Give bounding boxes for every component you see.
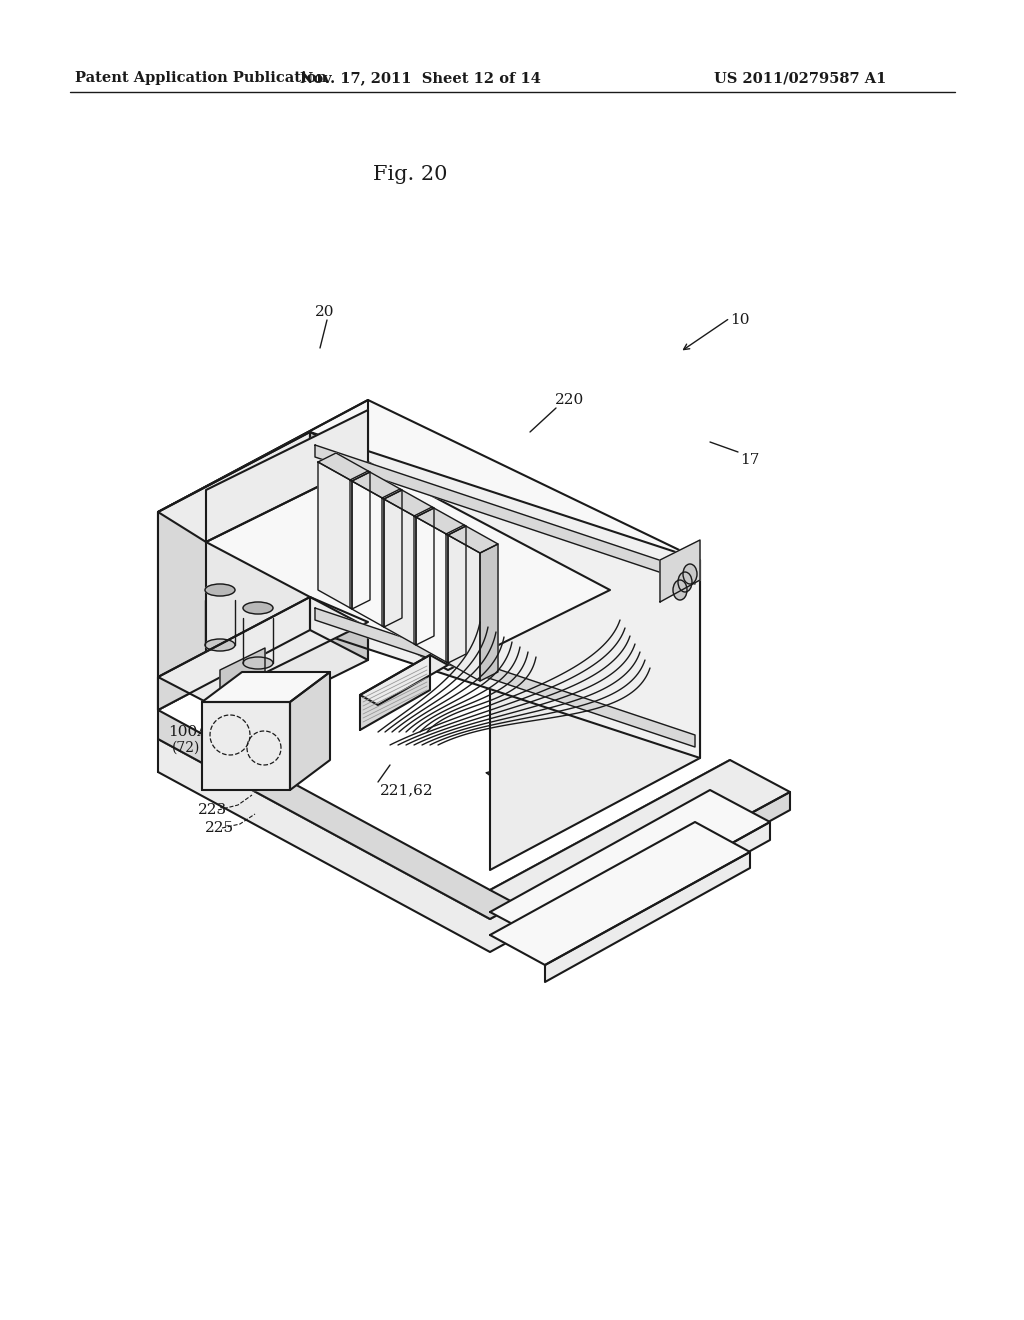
Ellipse shape	[205, 639, 234, 651]
Polygon shape	[158, 432, 310, 710]
Polygon shape	[310, 432, 368, 660]
Text: 100A: 100A	[168, 725, 208, 739]
Polygon shape	[382, 488, 434, 517]
Polygon shape	[490, 789, 770, 944]
Text: 17: 17	[740, 453, 760, 467]
Text: 225: 225	[205, 821, 234, 836]
Ellipse shape	[243, 602, 273, 614]
Ellipse shape	[673, 579, 687, 601]
Text: 220: 220	[555, 393, 585, 407]
Polygon shape	[290, 672, 330, 789]
Polygon shape	[158, 597, 310, 710]
Text: US 2011/0279587 A1: US 2011/0279587 A1	[714, 71, 886, 84]
Polygon shape	[310, 432, 700, 758]
Ellipse shape	[683, 564, 697, 583]
Polygon shape	[350, 471, 402, 499]
Polygon shape	[660, 540, 700, 602]
Polygon shape	[490, 760, 790, 921]
Text: Fig. 20: Fig. 20	[373, 165, 447, 185]
Polygon shape	[545, 851, 750, 982]
Text: 10: 10	[730, 313, 750, 327]
Polygon shape	[202, 672, 330, 702]
Polygon shape	[315, 445, 695, 583]
Text: Nov. 17, 2011  Sheet 12 of 14: Nov. 17, 2011 Sheet 12 of 14	[300, 71, 541, 84]
Polygon shape	[414, 516, 449, 663]
Polygon shape	[202, 702, 290, 789]
Text: 223: 223	[198, 803, 227, 817]
Polygon shape	[449, 525, 466, 663]
Polygon shape	[550, 792, 790, 942]
Polygon shape	[490, 822, 750, 965]
Polygon shape	[360, 655, 430, 730]
Polygon shape	[446, 525, 498, 553]
Text: 20: 20	[315, 305, 335, 319]
Polygon shape	[158, 432, 368, 543]
Polygon shape	[416, 508, 434, 645]
Polygon shape	[446, 535, 480, 681]
Polygon shape	[318, 462, 352, 609]
Polygon shape	[382, 498, 416, 645]
Polygon shape	[206, 462, 368, 741]
Ellipse shape	[243, 657, 273, 669]
Text: (72): (72)	[172, 741, 201, 755]
Polygon shape	[206, 411, 368, 543]
Text: 221,62: 221,62	[380, 783, 433, 797]
Polygon shape	[360, 655, 449, 705]
Polygon shape	[350, 480, 384, 627]
Ellipse shape	[678, 572, 692, 591]
Polygon shape	[550, 822, 770, 962]
Polygon shape	[352, 473, 370, 609]
Polygon shape	[158, 597, 368, 702]
Text: 220: 220	[430, 473, 459, 487]
Polygon shape	[158, 710, 730, 919]
Text: Patent Application Publication: Patent Application Publication	[75, 71, 327, 84]
Text: 100: 100	[530, 775, 559, 789]
Polygon shape	[158, 400, 368, 710]
Polygon shape	[490, 560, 700, 870]
Polygon shape	[480, 544, 498, 681]
Ellipse shape	[205, 583, 234, 597]
Polygon shape	[318, 453, 370, 480]
Polygon shape	[220, 648, 265, 702]
Polygon shape	[384, 490, 402, 627]
Polygon shape	[158, 739, 730, 952]
Polygon shape	[414, 507, 466, 535]
Polygon shape	[206, 462, 610, 671]
Polygon shape	[315, 609, 695, 747]
Polygon shape	[158, 400, 700, 672]
